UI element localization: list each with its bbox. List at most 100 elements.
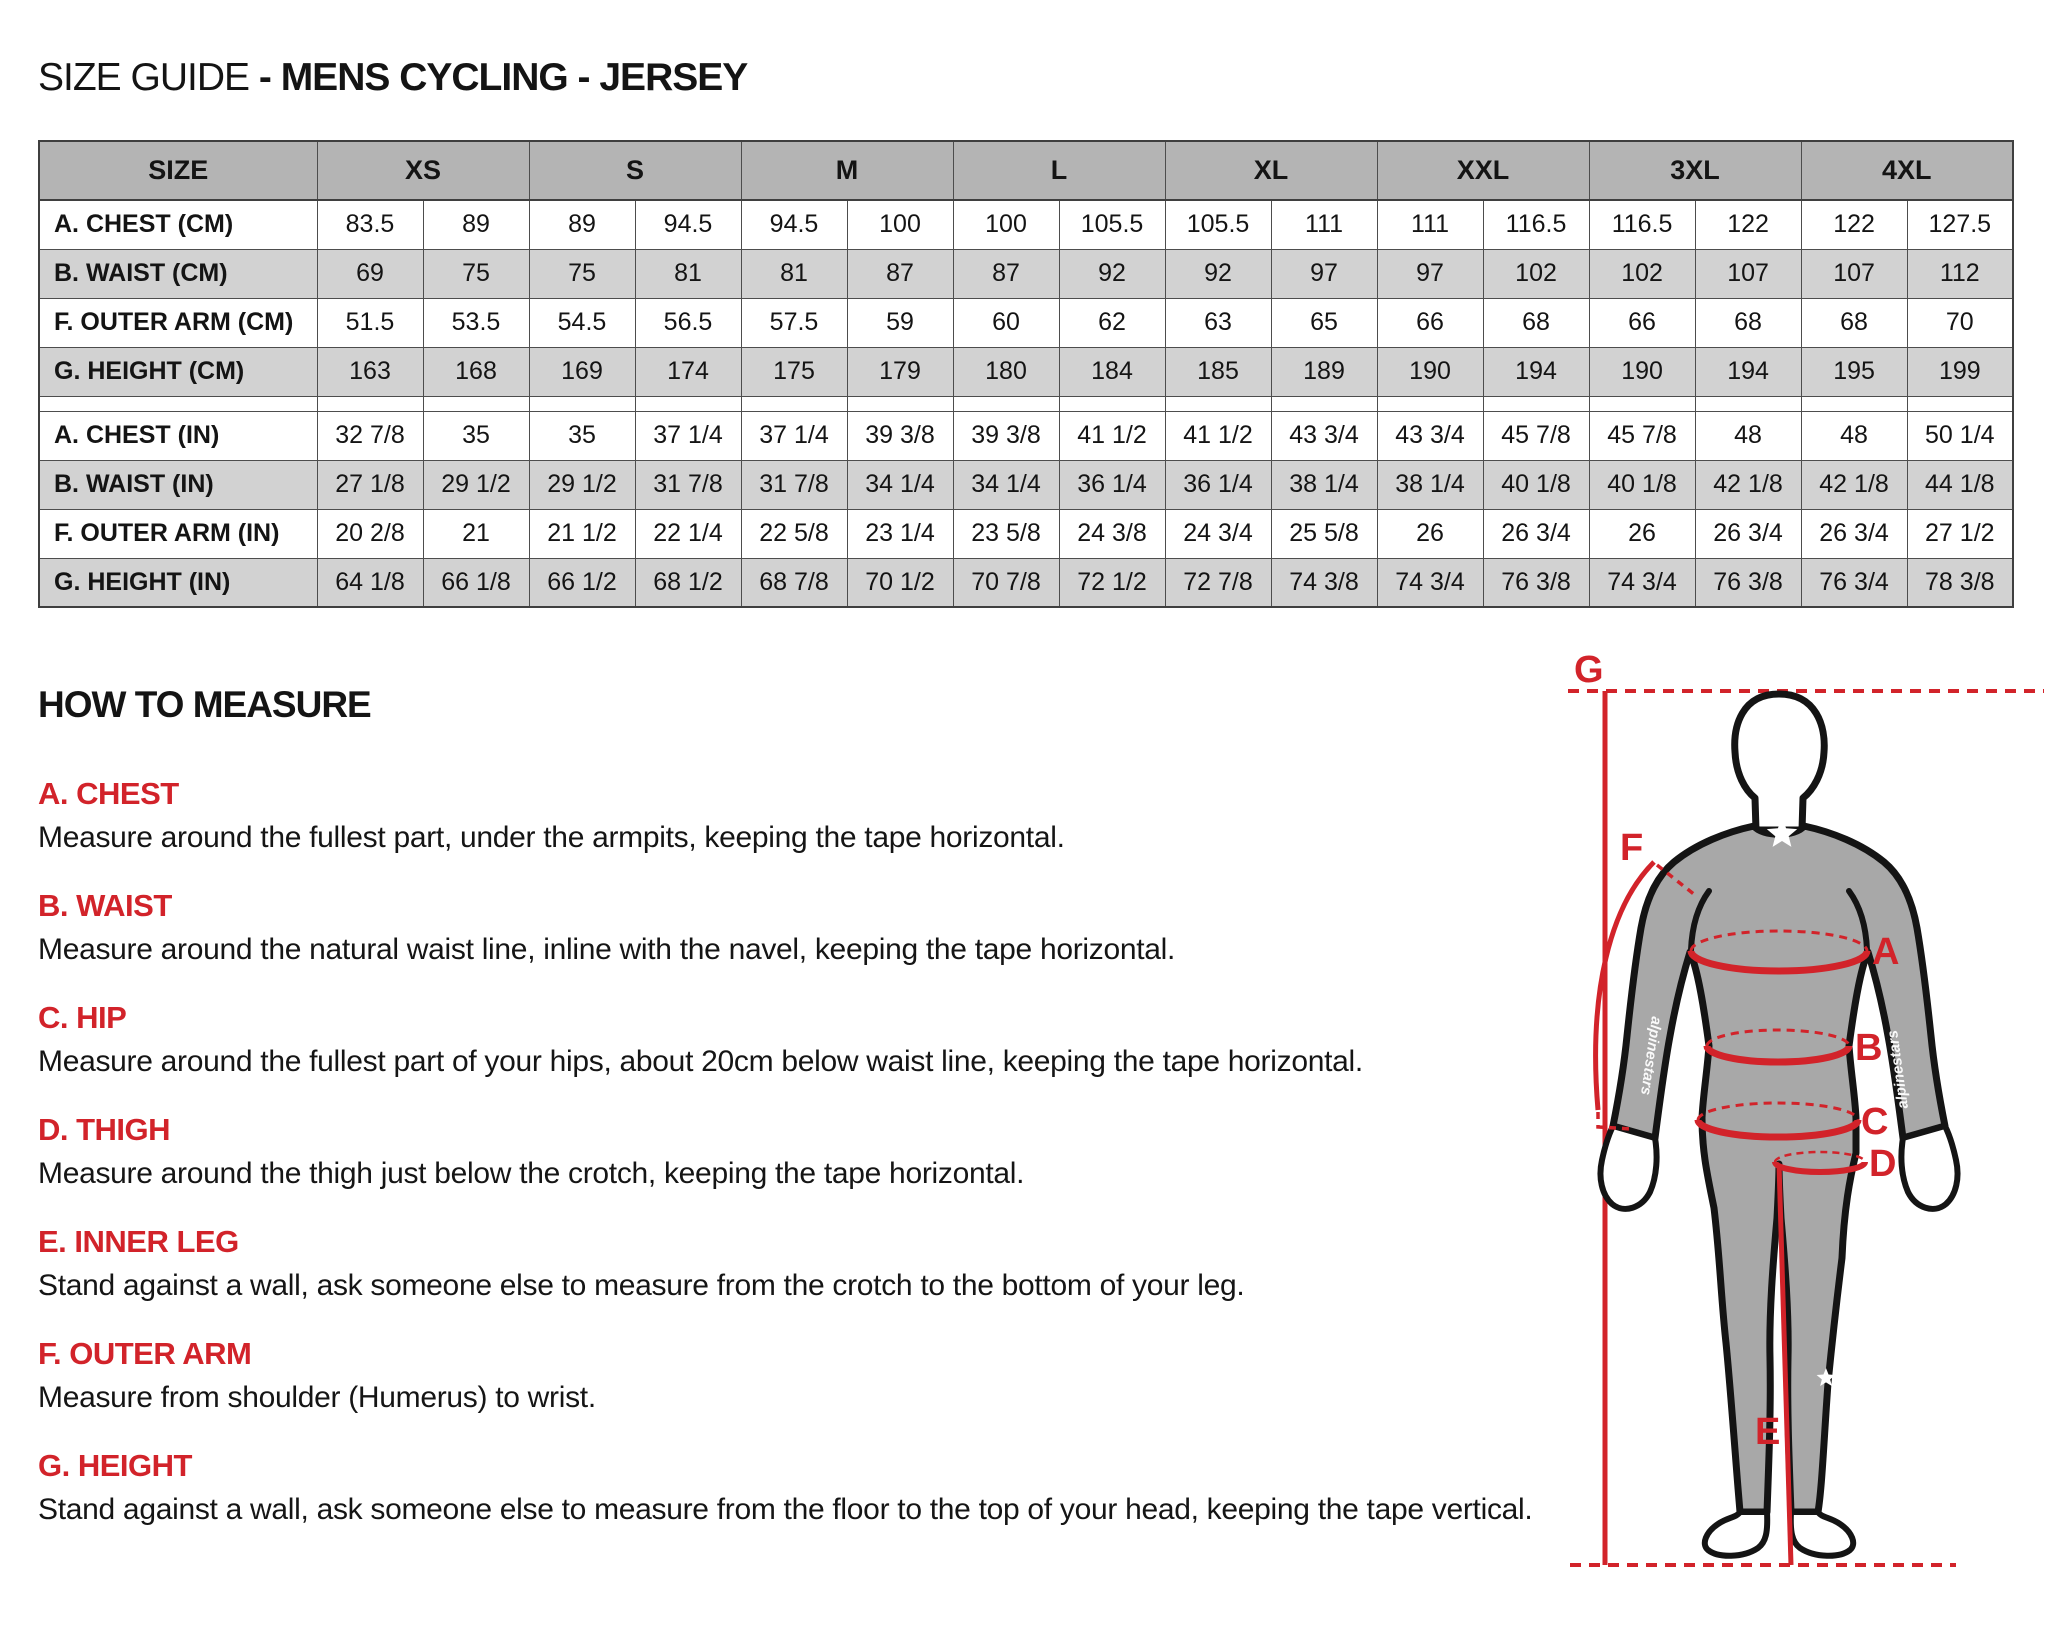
size-value-cell: 37 1/4 [634, 410, 742, 461]
separator-cell [740, 395, 848, 412]
size-value-cell: 68 [1694, 297, 1802, 348]
size-table-row: F. OUTER ARM (CM) 51.5 53.5 54.5 56.5 57.5 59 6… [38, 297, 2014, 348]
separator-cell [1588, 395, 1696, 412]
page-title-bold: - MENS CYCLING - JERSEY [258, 56, 748, 99]
chest-ellipse-a [1689, 929, 1869, 952]
size-value-cell: 89 [422, 199, 530, 250]
separator-cell [1058, 395, 1166, 412]
size-value-cell: 70 7/8 [952, 557, 1060, 608]
size-value-cell: 41 1/2 [1164, 410, 1272, 461]
measure-section-text: Measure around the fullest part, under t… [38, 821, 1065, 854]
size-value-cell: 102 [1588, 248, 1696, 299]
separator-cell [1164, 395, 1272, 412]
size-table-row: F. OUTER ARM (IN) 20 2/8 21 21 1/2 22 1/4 22 … [38, 508, 2014, 559]
measure-section: B. WAIST Measure around the natural waist… [38, 888, 1548, 967]
left-armpit-seam [1688, 888, 1712, 953]
row-label-cell: A. CHEST (CM) [38, 199, 318, 250]
size-value-cell: 42 1/8 [1800, 459, 1908, 510]
size-table-row: B. WAIST (IN) 27 1/8 29 1/2 29 1/2 31 7/8 31 … [38, 459, 2014, 510]
size-value-cell: 100 [846, 199, 954, 250]
chest-ellipse-a [1687, 950, 1871, 975]
size-value-cell: 163 [316, 346, 424, 397]
size-value-cell: 168 [422, 346, 530, 397]
size-value-cell: 24 3/8 [1058, 508, 1166, 559]
separator-cell [1694, 395, 1802, 412]
separator-cell [1906, 395, 2014, 412]
label-e: E [1755, 1411, 1780, 1453]
measure-section: D. THIGH Measure around the thigh just be… [38, 1112, 1548, 1191]
size-value-cell: 116.5 [1588, 199, 1696, 250]
size-column-header: S [528, 140, 742, 201]
size-value-cell: 36 1/4 [1058, 459, 1166, 510]
size-value-cell: 66 1/2 [528, 557, 636, 608]
separator-cell [528, 395, 636, 412]
size-value-cell: 68 1/2 [634, 557, 742, 608]
size-value-cell: 180 [952, 346, 1060, 397]
measure-sections: A. CHEST Measure around the fullest part,… [38, 776, 1548, 1527]
size-value-cell: 22 1/4 [634, 508, 742, 559]
unit-separator-row [38, 395, 2014, 412]
row-label-cell: G. HEIGHT (CM) [38, 346, 318, 397]
size-table-row: G. HEIGHT (CM) 163 168 169 174 175 179 180 184 18… [38, 346, 2014, 397]
measure-section: G. HEIGHT Stand against a wall, ask someo… [38, 1448, 1548, 1527]
size-value-cell: 94.5 [634, 199, 742, 250]
size-value-cell: 94.5 [740, 199, 848, 250]
size-value-cell: 111 [1270, 199, 1378, 250]
size-value-cell: 70 [1906, 297, 2014, 348]
size-value-cell: 37 1/4 [740, 410, 848, 461]
row-label-cell: F. OUTER ARM (IN) [38, 508, 318, 559]
size-value-cell: 100 [952, 199, 1060, 250]
left-hand [1597, 1123, 1660, 1212]
size-value-cell: 51.5 [316, 297, 424, 348]
row-label-cell: B. WAIST (CM) [38, 248, 318, 299]
size-value-cell: 25 5/8 [1270, 508, 1378, 559]
label-g: G [1574, 649, 1604, 691]
size-value-cell: 65 [1270, 297, 1378, 348]
size-value-cell: 102 [1482, 248, 1590, 299]
size-value-cell: 68 7/8 [740, 557, 848, 608]
size-value-cell: 127.5 [1906, 199, 2014, 250]
row-label-cell: G. HEIGHT (IN) [38, 557, 318, 608]
size-value-cell: 23 5/8 [952, 508, 1060, 559]
size-value-cell: 36 1/4 [1164, 459, 1272, 510]
size-value-cell: 31 7/8 [634, 459, 742, 510]
size-value-cell: 189 [1270, 346, 1378, 397]
measure-section-label: E. INNER LEG [38, 1224, 239, 1259]
measure-section: A. CHEST Measure around the fullest part,… [38, 776, 1548, 855]
size-value-cell: 34 1/4 [846, 459, 954, 510]
size-value-cell: 43 3/4 [1270, 410, 1378, 461]
size-value-cell: 38 1/4 [1376, 459, 1484, 510]
size-value-cell: 66 1/8 [422, 557, 530, 608]
size-value-cell: 31 7/8 [740, 459, 848, 510]
measurement-diagram: alpinestars alpinestars G F A B C D E [1568, 649, 2044, 1567]
measure-section-label: G. HEIGHT [38, 1448, 192, 1483]
size-column-header: XL [1164, 140, 1378, 201]
size-value-cell: 112 [1906, 248, 2014, 299]
size-value-cell: 24 3/4 [1164, 508, 1272, 559]
row-label-cell: B. WAIST (IN) [38, 459, 318, 510]
size-value-cell: 194 [1694, 346, 1802, 397]
size-value-cell: 116.5 [1482, 199, 1590, 250]
size-value-cell: 20 2/8 [316, 508, 424, 559]
size-value-cell: 26 3/4 [1694, 508, 1802, 559]
waist-ellipse-b [1705, 1028, 1851, 1047]
size-value-cell: 184 [1058, 346, 1166, 397]
size-value-cell: 60 [952, 297, 1060, 348]
measure-section-label: C. HIP [38, 1000, 127, 1035]
brand-star-icon [1766, 818, 1798, 847]
size-value-cell: 107 [1800, 248, 1908, 299]
size-value-cell: 107 [1694, 248, 1802, 299]
size-value-cell: 68 [1800, 297, 1908, 348]
separator-cell [1800, 395, 1908, 412]
separator-cell [38, 395, 318, 412]
head [1731, 690, 1828, 834]
size-value-cell: 48 [1800, 410, 1908, 461]
size-value-cell: 72 1/2 [1058, 557, 1166, 608]
size-column-header: L [952, 140, 1166, 201]
size-value-cell: 40 1/8 [1482, 459, 1590, 510]
size-value-cell: 66 [1588, 297, 1696, 348]
size-value-cell: 83.5 [316, 199, 424, 250]
size-value-cell: 43 3/4 [1376, 410, 1484, 461]
size-table-row: A. CHEST (IN) 32 7/8 35 35 37 1/4 37 1/4 39 3/… [38, 410, 2014, 461]
size-value-cell: 29 1/2 [528, 459, 636, 510]
